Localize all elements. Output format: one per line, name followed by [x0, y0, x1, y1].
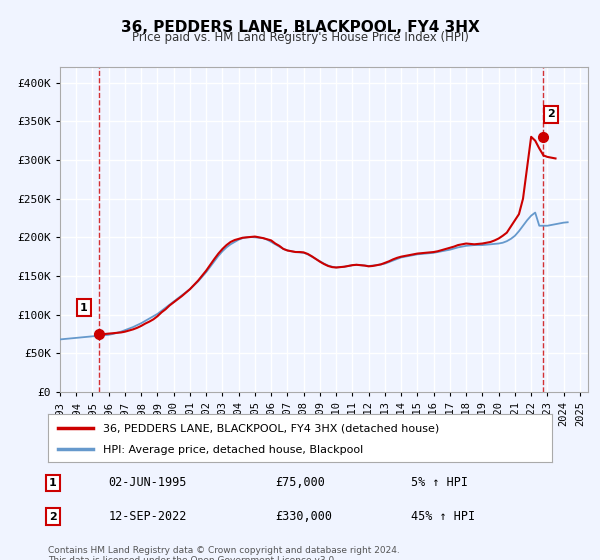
Text: 2: 2 — [547, 109, 555, 119]
Text: Price paid vs. HM Land Registry's House Price Index (HPI): Price paid vs. HM Land Registry's House … — [131, 31, 469, 44]
Text: 2: 2 — [49, 512, 57, 521]
Text: Contains HM Land Registry data © Crown copyright and database right 2024.
This d: Contains HM Land Registry data © Crown c… — [48, 546, 400, 560]
Text: £330,000: £330,000 — [275, 510, 332, 523]
Text: 02-JUN-1995: 02-JUN-1995 — [109, 477, 187, 489]
Text: 12-SEP-2022: 12-SEP-2022 — [109, 510, 187, 523]
Text: 5% ↑ HPI: 5% ↑ HPI — [411, 477, 468, 489]
Text: £75,000: £75,000 — [275, 477, 325, 489]
Text: 1: 1 — [80, 303, 88, 313]
Text: 36, PEDDERS LANE, BLACKPOOL, FY4 3HX: 36, PEDDERS LANE, BLACKPOOL, FY4 3HX — [121, 20, 479, 35]
Text: 1: 1 — [49, 478, 57, 488]
Text: HPI: Average price, detached house, Blackpool: HPI: Average price, detached house, Blac… — [103, 445, 364, 455]
Text: 45% ↑ HPI: 45% ↑ HPI — [411, 510, 475, 523]
Text: 36, PEDDERS LANE, BLACKPOOL, FY4 3HX (detached house): 36, PEDDERS LANE, BLACKPOOL, FY4 3HX (de… — [103, 424, 440, 433]
